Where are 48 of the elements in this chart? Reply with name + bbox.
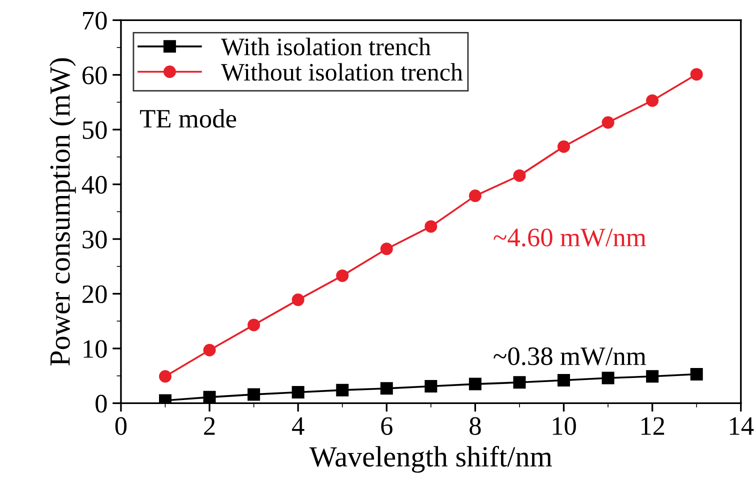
point: [336, 384, 349, 396]
point: [468, 190, 482, 202]
y-axis-title: Power consumption (mW): [49, 58, 76, 366]
y-tick-label: 50: [82, 121, 107, 140]
legend-label: With isolation trench: [220, 38, 431, 56]
point: [292, 386, 304, 399]
point: [690, 68, 703, 81]
point: [602, 372, 614, 384]
point: [558, 374, 570, 386]
point: [292, 294, 304, 306]
point: [158, 370, 172, 383]
point: [248, 388, 260, 401]
y-tick-label: 0: [96, 394, 107, 413]
point: [380, 382, 393, 395]
annotation: TE mode: [140, 109, 236, 128]
legend-label: Without isolation trench: [220, 63, 463, 81]
point: [513, 169, 526, 182]
annotation: ~0.38 mW/nm: [494, 347, 646, 366]
point: [424, 380, 438, 392]
point: [380, 242, 393, 256]
x-tick-label: 12: [641, 417, 664, 435]
x-tick-label: 4: [292, 417, 304, 435]
annotation: ~4.60 mW/nm: [494, 228, 646, 247]
point: [468, 378, 482, 390]
point: [690, 368, 703, 380]
point: [602, 116, 614, 129]
point: [513, 376, 526, 389]
y-tick-label: 70: [83, 12, 107, 30]
y-tick-label: 20: [82, 285, 107, 304]
y-tick-label: 40: [82, 176, 107, 194]
point: [558, 140, 570, 153]
point: [424, 220, 438, 233]
x-tick-label: 2: [204, 417, 215, 435]
point: [203, 390, 216, 404]
point: [646, 94, 659, 107]
x-tick-label: 6: [381, 417, 392, 435]
x-tick-label: 8: [470, 417, 481, 435]
x-tick-label: 14: [730, 417, 754, 435]
point: [203, 344, 216, 356]
point: [248, 318, 260, 332]
y-tick-label: 60: [82, 66, 107, 84]
y-tick-label: 10: [84, 340, 107, 358]
point: [336, 269, 349, 282]
y-tick-label: 30: [82, 230, 107, 248]
x-tick-label: 0: [115, 417, 127, 435]
x-tick-label: 10: [552, 417, 576, 435]
x-axis-title: Wavelength shift/nm: [309, 446, 552, 473]
point: [646, 370, 659, 383]
